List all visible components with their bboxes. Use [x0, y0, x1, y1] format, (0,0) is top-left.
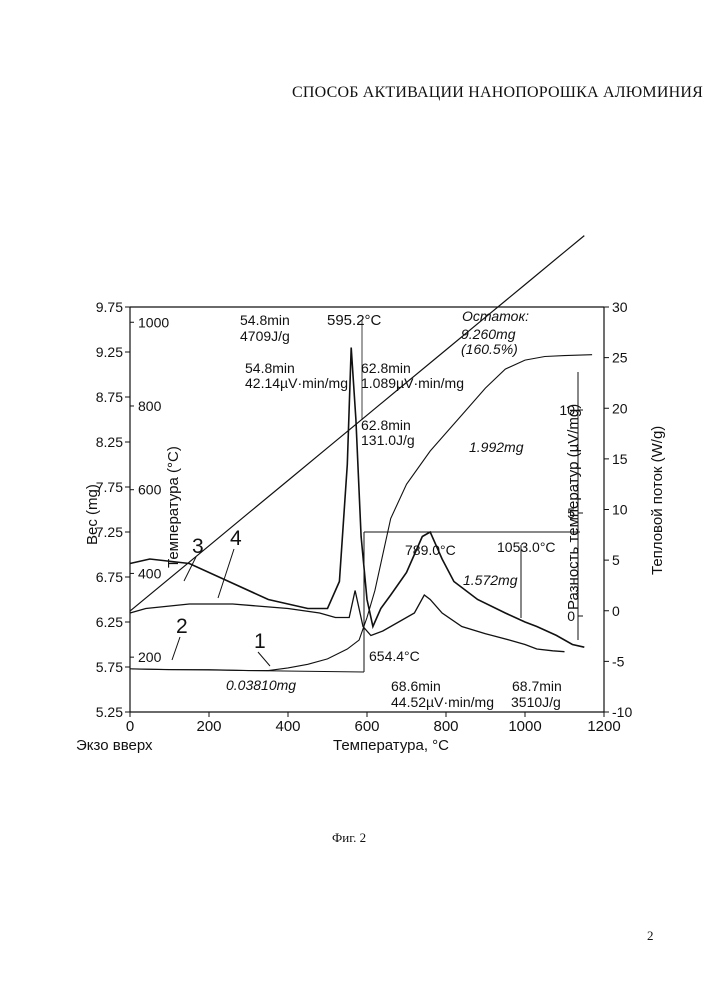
heat-flow-tick-label: 15: [612, 451, 628, 467]
weight-tick-label: 8.25: [96, 434, 123, 450]
temp-difference-axis-title: Разность температур (µV/mg): [565, 404, 582, 610]
temperature-axis-title: Температура (°C): [165, 446, 182, 568]
x-tick-label: 1000: [508, 718, 541, 735]
page-number: 2: [647, 928, 654, 944]
annotation-label: 68.6min: [391, 678, 441, 694]
temperature-tick-label: 200: [138, 649, 162, 665]
weight-tick-label: 5.75: [96, 659, 123, 675]
figure-caption: Фиг. 2: [332, 830, 366, 846]
temperature-tick-label: 1000: [138, 314, 169, 330]
annotation-label: 654.4°C: [369, 648, 420, 664]
heat-flow-axis-title: Тепловой поток (W/g): [649, 426, 666, 575]
weight-tick-label: 8.75: [96, 389, 123, 405]
annotation-label: 62.8min: [361, 360, 411, 376]
x-tick-label: 1200: [587, 718, 620, 735]
annotation-label: Остаток:: [462, 308, 529, 324]
series-4-line: [130, 591, 565, 652]
heat-flow-tick-label: 5: [612, 552, 620, 568]
series-3-leader: [184, 557, 196, 581]
annotation-label: 54.8min: [240, 312, 290, 328]
annotation-label: (160.5%): [461, 341, 518, 357]
series-1-label: 1: [254, 630, 266, 653]
heat-flow-tick-label: -10: [612, 704, 632, 720]
series-1-line: [130, 355, 592, 671]
heat-flow-tick-label: 0: [612, 603, 620, 619]
heat-flow-tick-label: -5: [612, 653, 625, 669]
x-tick-label: 200: [196, 718, 221, 735]
baseline-segment: [132, 669, 364, 672]
weight-tick-label: 5.25: [96, 704, 123, 720]
series-4-leader: [218, 549, 234, 598]
x-axis-title: Температура, °C: [333, 737, 449, 754]
annotation-label: 595.2°C: [327, 312, 382, 329]
annotation-label: 0.03810mg: [226, 677, 296, 693]
series-1-leader: [258, 652, 270, 666]
temperature-tick-label: 400: [138, 565, 162, 581]
weight-tick-label: 9.75: [96, 299, 123, 315]
annotation-label: 4709J/g: [240, 328, 290, 344]
heat-flow-tick-label: 20: [612, 400, 628, 416]
annotation-label: 68.7min: [512, 678, 562, 694]
weight-axis-title: Вес (mg): [84, 484, 101, 545]
weight-tick-label: 6.25: [96, 614, 123, 630]
heat-flow-tick-label: 10: [612, 502, 628, 518]
heat-flow-tick-label: 30: [612, 299, 628, 315]
exo-up-label: Экзо вверх: [76, 737, 153, 754]
series-3-label: 3: [192, 535, 204, 558]
heat-flow-tick-label: 25: [612, 350, 628, 366]
x-tick-label: 400: [275, 718, 300, 735]
annotation-label: 789.0°C: [405, 542, 456, 558]
series-2-label: 2: [176, 615, 188, 638]
annotation-label: 44.52µV·min/mg: [391, 694, 494, 710]
annotation-label: 1.089µV·min/mg: [361, 375, 464, 391]
annotation-label: 9.260mg: [461, 326, 516, 342]
annotation-label: 62.8min: [361, 417, 411, 433]
annotation-label: 131.0J/g: [361, 432, 415, 448]
annotation-label: 42.14µV·min/mg: [245, 375, 348, 391]
annotation-label: 54.8min: [245, 360, 295, 376]
annotation-label: 3510J/g: [511, 694, 561, 710]
weight-tick-label: 6.75: [96, 569, 123, 585]
annotation-label: 1053.0°C: [497, 539, 556, 555]
temperature-tick-label: 800: [138, 398, 162, 414]
weight-tick-label: 9.25: [96, 344, 123, 360]
x-tick-label: 800: [433, 718, 458, 735]
x-tick-label: 600: [354, 718, 379, 735]
temperature-tick-label: 600: [138, 482, 162, 498]
annotation-label: 1.992mg: [469, 439, 524, 455]
series-2-leader: [172, 637, 180, 660]
series-4-label: 4: [230, 527, 242, 550]
x-tick-label: 0: [126, 718, 134, 735]
annotation-label: 1.572mg: [463, 572, 518, 588]
